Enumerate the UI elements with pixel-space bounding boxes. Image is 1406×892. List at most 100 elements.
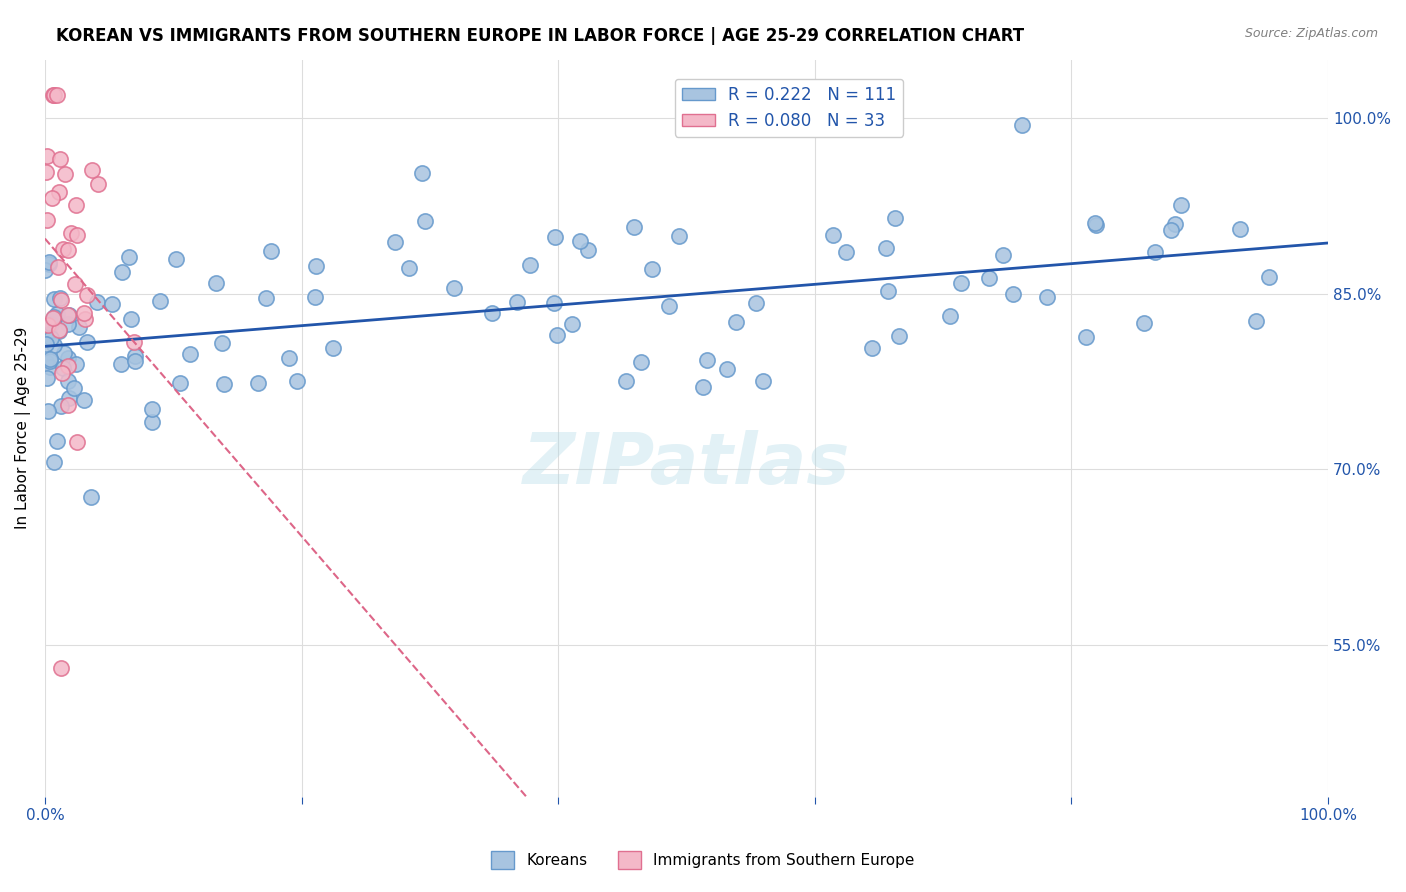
Point — [254, 291, 277, 305]
Point — [56, 375, 79, 389]
Point — [285, 374, 308, 388]
Point — [623, 220, 645, 235]
Point — [35, 213, 58, 227]
Point — [696, 353, 718, 368]
Point — [305, 260, 328, 274]
Point — [630, 354, 652, 368]
Point — [1084, 216, 1107, 230]
Point — [543, 296, 565, 310]
Point — [884, 211, 907, 226]
Point — [39, 360, 62, 375]
Point — [110, 357, 132, 371]
Point — [53, 346, 76, 360]
Point — [87, 177, 110, 191]
Point — [640, 262, 662, 277]
Point — [39, 317, 62, 331]
Point — [745, 296, 768, 310]
Point — [1160, 223, 1182, 237]
Point — [979, 271, 1001, 285]
Point — [34, 165, 56, 179]
Point — [823, 228, 845, 243]
Point — [80, 490, 103, 504]
Point — [38, 352, 60, 367]
Point — [1143, 245, 1166, 260]
Point — [716, 362, 738, 376]
Point — [1244, 314, 1267, 328]
Point — [204, 276, 226, 290]
Point — [38, 257, 60, 271]
Point — [413, 214, 436, 228]
Point — [506, 295, 529, 310]
Point — [56, 243, 79, 257]
Point — [56, 359, 79, 374]
Point — [45, 307, 67, 321]
Point — [212, 377, 235, 392]
Point — [65, 357, 87, 371]
Point — [877, 284, 900, 298]
Point — [42, 87, 65, 102]
Point — [65, 198, 87, 212]
Point — [76, 335, 98, 350]
Point — [38, 326, 60, 341]
Point — [44, 292, 66, 306]
Point — [481, 305, 503, 319]
Point — [1229, 221, 1251, 235]
Point — [58, 391, 80, 405]
Point — [887, 329, 910, 343]
Point — [1001, 286, 1024, 301]
Point — [39, 354, 62, 368]
Point — [546, 327, 568, 342]
Point — [63, 381, 86, 395]
Point — [49, 661, 72, 675]
Point — [398, 261, 420, 276]
Point — [411, 166, 433, 180]
Point — [1257, 270, 1279, 285]
Point — [49, 291, 72, 305]
Point — [165, 252, 187, 266]
Point — [993, 247, 1015, 261]
Point — [949, 276, 972, 290]
Point — [42, 455, 65, 469]
Point — [48, 323, 70, 337]
Point — [42, 311, 65, 326]
Point — [48, 324, 70, 338]
Point — [44, 310, 66, 325]
Point — [384, 235, 406, 249]
Point — [124, 349, 146, 363]
Point — [614, 374, 637, 388]
Point — [41, 191, 63, 205]
Point — [658, 299, 681, 313]
Point — [1076, 330, 1098, 344]
Point — [724, 315, 747, 329]
Point — [304, 290, 326, 304]
Y-axis label: In Labor Force | Age 25-29: In Labor Force | Age 25-29 — [15, 327, 31, 529]
Point — [862, 341, 884, 355]
Point — [39, 331, 62, 345]
Point — [752, 374, 775, 388]
Point — [118, 250, 141, 264]
Point — [42, 87, 65, 102]
Point — [73, 392, 96, 407]
Point — [58, 308, 80, 322]
Point — [122, 335, 145, 350]
Point — [519, 258, 541, 272]
Point — [247, 376, 270, 390]
Point — [66, 227, 89, 242]
Point — [58, 308, 80, 322]
Point — [56, 398, 79, 412]
Point — [576, 244, 599, 258]
Point — [49, 152, 72, 166]
Point — [52, 361, 75, 376]
Point — [692, 379, 714, 393]
Point — [66, 434, 89, 449]
Point — [668, 229, 690, 244]
Point — [38, 255, 60, 269]
Point — [875, 241, 897, 255]
Point — [561, 318, 583, 332]
Point — [52, 242, 75, 256]
Point — [45, 434, 67, 449]
Text: KOREAN VS IMMIGRANTS FROM SOUTHERN EUROPE IN LABOR FORCE | AGE 25-29 CORRELATION: KOREAN VS IMMIGRANTS FROM SOUTHERN EUROP… — [56, 27, 1025, 45]
Point — [35, 371, 58, 385]
Point — [35, 355, 58, 369]
Point — [53, 167, 76, 181]
